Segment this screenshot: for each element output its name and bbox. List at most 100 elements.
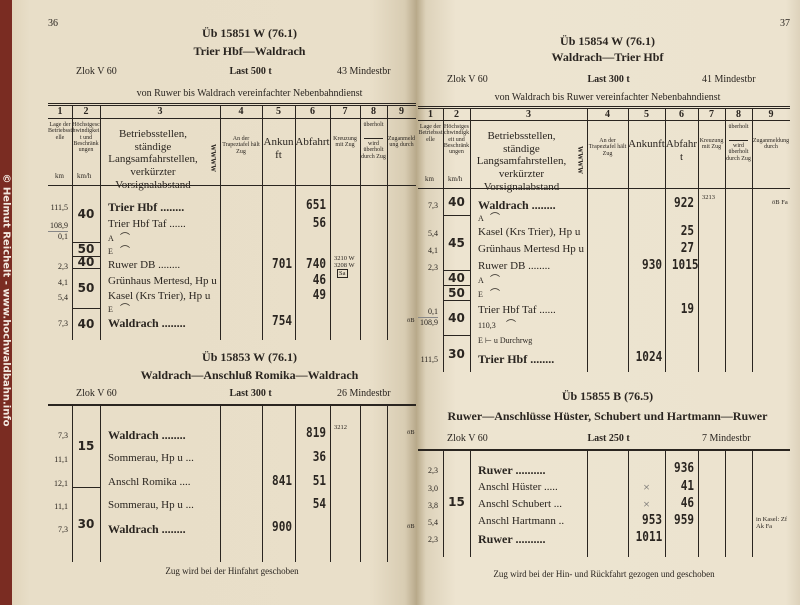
speed-limit: 40	[77, 317, 95, 331]
column-number: 6	[679, 109, 684, 120]
column-divider	[220, 406, 221, 562]
column-heading: Zuganmeldung durch	[387, 136, 416, 149]
column-divider	[72, 105, 73, 340]
signal-marker: E	[478, 290, 483, 299]
departure-time: 46	[680, 496, 694, 511]
station-name: Grünhaus Mertesd Hp u	[478, 243, 585, 255]
speed-limit: 50	[77, 242, 95, 256]
route-title: Ruwer—Anschlüsse Hüster, Schubert und Ha…	[447, 409, 768, 423]
km-position: 3,8	[428, 501, 438, 510]
speed-divider	[443, 285, 470, 286]
number-row-rule	[418, 120, 790, 121]
overtake-divider	[729, 140, 748, 141]
arrival-time: 841	[272, 474, 292, 489]
load: Last 250 t	[587, 433, 630, 444]
column-divider	[443, 108, 444, 372]
column-heading: Lage der Betriebsstelle	[48, 122, 72, 141]
signal-marker: A	[478, 214, 484, 223]
page-number: 37	[780, 18, 790, 29]
crossing-train-number: 3208 W	[334, 262, 355, 270]
column-divider	[698, 451, 699, 557]
km-position: 111,5	[420, 355, 438, 364]
km-position: 4,1	[428, 246, 438, 255]
arrival-time: 701	[272, 257, 292, 272]
column-heading: Kreuzung mit Zug	[333, 136, 357, 149]
column-heading: Ankunft	[263, 136, 294, 161]
column-number: 1	[428, 109, 433, 120]
speed-limit: 40	[448, 310, 465, 325]
departure-time: 1015	[671, 258, 699, 273]
speed-limit: 40	[448, 270, 465, 285]
load: Last 300 t	[587, 74, 630, 85]
arrival-time: 900	[272, 520, 292, 535]
speed-divider	[72, 268, 100, 269]
station-name: Waldrach ........	[478, 198, 556, 212]
departure-time: 936	[674, 461, 694, 476]
km-position: 4,1	[58, 278, 68, 287]
departure-time: 651	[306, 198, 326, 213]
column-number: 2	[454, 109, 459, 120]
km-position: 7,3	[428, 201, 438, 210]
column-number: 9	[399, 106, 404, 117]
speed-change-arc-icon: ⌒	[120, 304, 130, 315]
km-position: 5,4	[428, 518, 438, 527]
speed-limit: 50	[77, 281, 95, 295]
minimum-brakes: 43 Mindestbr	[337, 66, 391, 77]
km-position: 2,3	[428, 263, 438, 272]
column-divider	[470, 108, 471, 372]
table-top-rule	[418, 108, 790, 109]
km-position: 111,5	[50, 203, 68, 212]
station-name: Anschl Romika ....	[108, 476, 191, 488]
column-divider	[752, 108, 753, 372]
arrival-time: 754	[272, 314, 292, 329]
load: Last 300 t	[229, 388, 272, 399]
speed-limit: 45	[448, 235, 465, 250]
departure-time: 51	[312, 474, 326, 489]
column-divider	[628, 108, 629, 372]
column-divider	[262, 105, 263, 340]
station-name: Ruwer ..........	[478, 463, 546, 477]
signal-marker: E	[108, 305, 113, 314]
column-heading: wird überholt durch Zug	[361, 141, 386, 160]
column-divider	[587, 451, 588, 557]
column-divider	[100, 105, 101, 340]
speed-limit: 30	[448, 346, 465, 361]
departure-time: 740	[306, 257, 326, 272]
departure-time: 819	[306, 426, 326, 441]
station-name: Anschl Schubert ...	[478, 498, 563, 510]
header-rule	[48, 185, 416, 186]
departure-time: 54	[312, 497, 326, 512]
speed-change-arc-icon: ⌒	[490, 275, 500, 286]
train-report: öB Ak	[407, 523, 424, 530]
column-heading: überholt	[363, 122, 384, 128]
arrival-time: 930	[642, 258, 662, 273]
arrival-time: ×	[643, 497, 650, 511]
station-name: Sommerau, Hp u ...	[108, 452, 194, 464]
column-divider	[295, 105, 296, 340]
column-number: 4	[238, 106, 244, 117]
column-divider	[295, 406, 296, 562]
station-name: Waldrach ........	[108, 522, 186, 536]
km-position: 12,1	[54, 479, 68, 488]
speed-limit: 40	[77, 206, 95, 221]
timetable-title: Üb 15854 W (76.1)	[560, 34, 655, 48]
km-position: 2,3	[428, 535, 438, 544]
station-name: Anschl Hartmann ..	[478, 515, 565, 527]
departure-time: 959	[674, 513, 694, 528]
column-heading: Betriebsstellen, ständige Langsamfahrste…	[108, 128, 198, 191]
column-divider	[72, 406, 73, 562]
watermark: © Helmut Reichelt - www.hochwaldbahn.inf…	[0, 173, 12, 427]
speed-divider	[443, 215, 470, 216]
column-divider	[725, 108, 726, 372]
minimum-brakes: 26 Mindestbr	[337, 388, 391, 399]
column-number: 5	[644, 109, 649, 120]
speed-divider	[443, 335, 470, 336]
station-name: Trier Hbf ........	[478, 352, 555, 366]
departure-time: 41	[680, 479, 694, 494]
station-name: Grünhaus Mertesd, Hp u	[108, 275, 217, 287]
route-title: Waldrach—Anschluß Romika—Waldrach	[140, 368, 359, 382]
speed-change-arc-icon: ⌒	[490, 213, 500, 224]
service-note: von Ruwer bis Waldrach vereinfachter Neb…	[136, 88, 363, 99]
table-top-rule	[418, 449, 790, 451]
speed-limit: 15	[77, 438, 95, 453]
